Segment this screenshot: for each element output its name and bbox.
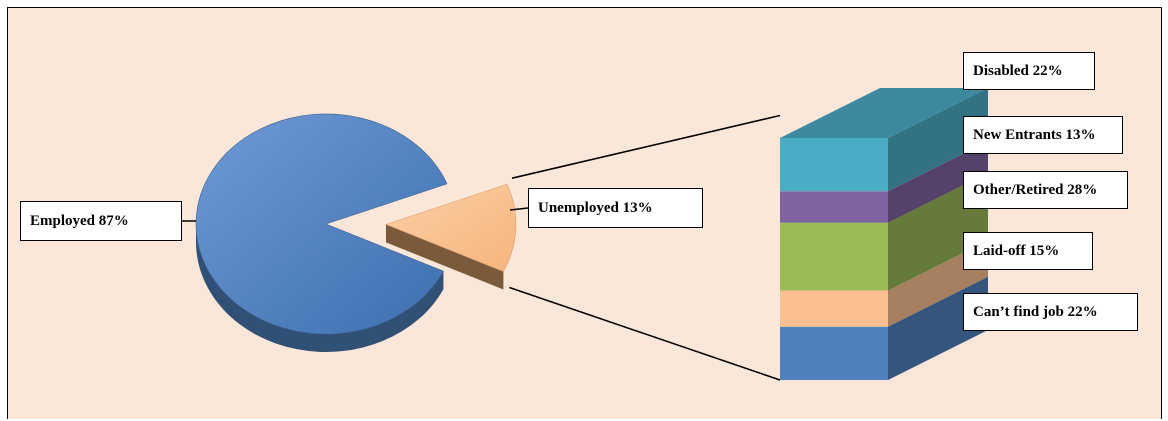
pie xyxy=(195,113,517,352)
chart-area: Employed 87% Unemployed 13% Disabled 22% Ne… xyxy=(7,7,1162,419)
label-leaders xyxy=(182,207,529,222)
leader-unemployed xyxy=(509,207,529,211)
data-label-segment: New Entrants 13% xyxy=(963,116,1123,154)
connector-bottom xyxy=(509,286,781,381)
data-label-segment: Other/Retired 28% xyxy=(963,171,1128,209)
data-label-employed: Employed 87% xyxy=(20,201,182,241)
connector-lines xyxy=(509,114,781,381)
connector-top xyxy=(511,114,781,179)
pie-slice-unemployed-side xyxy=(385,224,504,290)
data-label-segment: Laid-off 15% xyxy=(963,232,1093,270)
bar-segment-side xyxy=(888,88,988,192)
bar-segment-side xyxy=(888,141,988,223)
bar-segment-front xyxy=(780,191,888,223)
bar-top-face xyxy=(780,88,988,138)
pie-of-bar-chart xyxy=(182,88,988,381)
breakdown-bar xyxy=(780,88,988,380)
data-label-segment: Can’t find job 22% xyxy=(963,293,1138,331)
data-label-unemployed: Unemployed 13% xyxy=(528,188,703,228)
bar-segment-front xyxy=(780,138,888,192)
bar-segment-front xyxy=(780,326,888,380)
bar-segment-front xyxy=(780,222,888,291)
pie-slice-employed xyxy=(195,113,448,335)
pie-slice-employed-side xyxy=(196,224,444,352)
data-label-segment: Disabled 22% xyxy=(963,52,1095,90)
bar-segment-front xyxy=(780,290,888,327)
pie-slice-unemployed xyxy=(385,183,517,272)
